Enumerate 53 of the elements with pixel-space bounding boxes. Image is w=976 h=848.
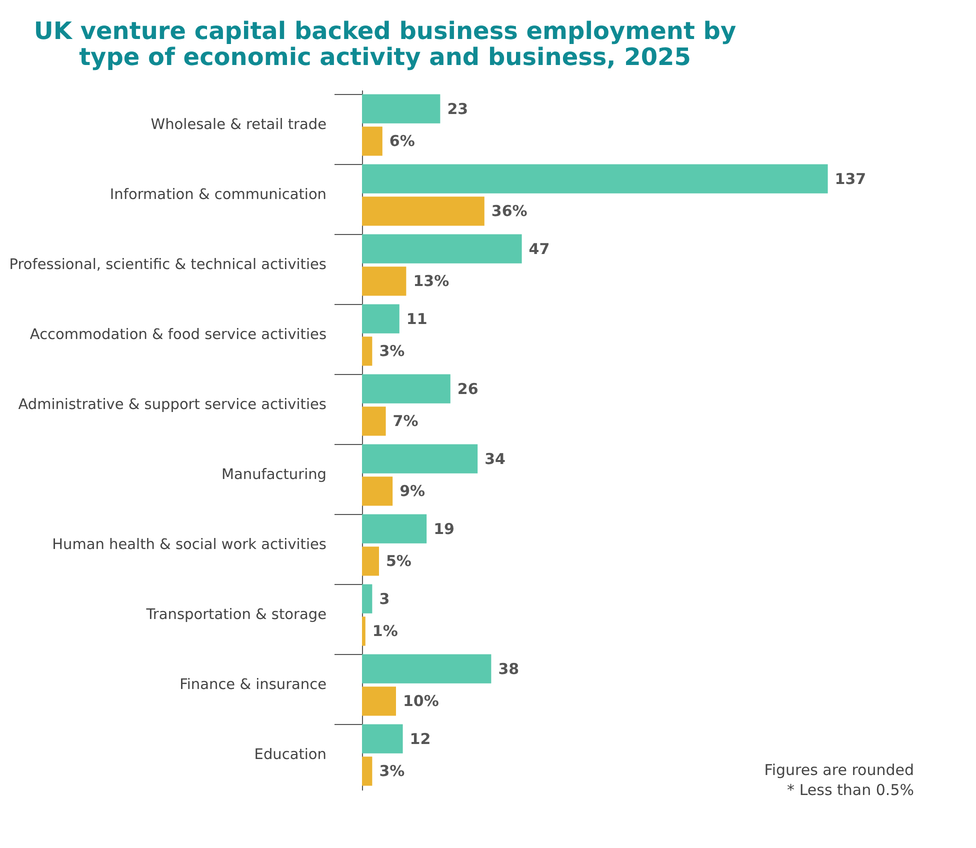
bar [362,406,386,436]
bar [362,304,400,334]
bar [362,654,492,684]
chart-title: UK venture capital backed business employment by type of economic activity and business, 2025 [34,17,736,71]
data-label: 5% [386,552,412,570]
data-label: 10% [403,692,439,710]
bar [362,126,382,156]
bar [362,336,372,366]
y-tick-label: Administrative & support service activities [18,397,326,413]
data-label: 7% [392,412,418,430]
bar [362,266,406,296]
bar [362,196,484,226]
y-tick-label: Professional, scientific & technical activities [9,257,326,273]
y-tick-label: Information & communication [110,187,326,203]
data-label: 9% [400,482,426,500]
data-label: 19 [434,520,454,538]
data-label: 3% [379,762,405,780]
data-label: 34 [484,450,506,468]
y-tick-label: Wholesale & retail trade [150,117,327,133]
data-label: 47 [528,240,550,258]
y-tick-label: Education [254,747,326,763]
data-label: 26 [457,380,478,398]
bar [362,584,372,614]
y-tick-label: Accommodation & food service activities [30,327,326,343]
bar [362,546,379,576]
bar [362,756,372,786]
bar [362,616,366,646]
bar [362,234,522,264]
data-label: 6% [389,132,415,150]
bar [362,724,403,754]
bar [362,686,396,716]
data-label: 38 [498,660,520,678]
bar [362,164,828,194]
annotation: Figures are rounded [764,760,914,780]
data-label: 11 [406,310,428,328]
data-label: 13% [413,272,450,290]
bar [362,94,440,124]
bar [362,514,427,544]
data-label: 3% [379,342,405,360]
data-label: 137 [834,170,866,188]
bar [362,476,393,506]
bar [362,374,450,404]
y-tick-label: Human health & social work activities [52,537,326,553]
annotation: * Less than 0.5% [786,780,914,800]
data-label: 3 [379,590,390,608]
data-label: 1% [372,622,398,640]
y-tick-label: Transportation & storage [145,607,327,623]
data-label: 23 [447,100,468,118]
y-tick-label: Finance & insurance [180,677,327,693]
data-label: 12 [410,730,431,748]
y-tick-label: Manufacturing [222,467,326,483]
data-label: 36% [491,202,528,220]
bar [362,444,478,474]
